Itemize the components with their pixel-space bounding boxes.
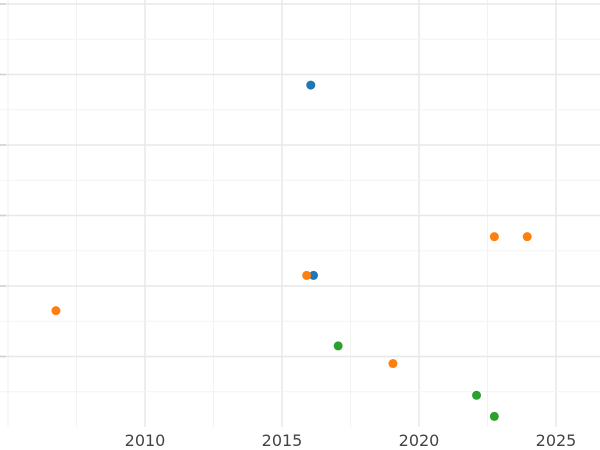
x-tick-label: 2010	[125, 431, 166, 450]
x-tick-label: 2025	[536, 431, 577, 450]
data-point	[302, 270, 312, 280]
x-tick-labels: 2010 2015 2020 2025	[125, 431, 577, 450]
data-points	[51, 80, 532, 421]
data-point	[306, 80, 316, 90]
data-point	[522, 232, 532, 242]
data-point	[51, 306, 61, 316]
data-point	[472, 390, 482, 400]
data-point	[489, 232, 499, 242]
data-point	[333, 341, 343, 351]
data-point	[489, 411, 499, 421]
data-point	[388, 359, 398, 369]
x-tick-label: 2020	[399, 431, 440, 450]
data-point	[309, 270, 319, 280]
plot-background	[0, 0, 600, 427]
grid-lines	[0, 0, 600, 427]
x-tick-label: 2015	[262, 431, 303, 450]
